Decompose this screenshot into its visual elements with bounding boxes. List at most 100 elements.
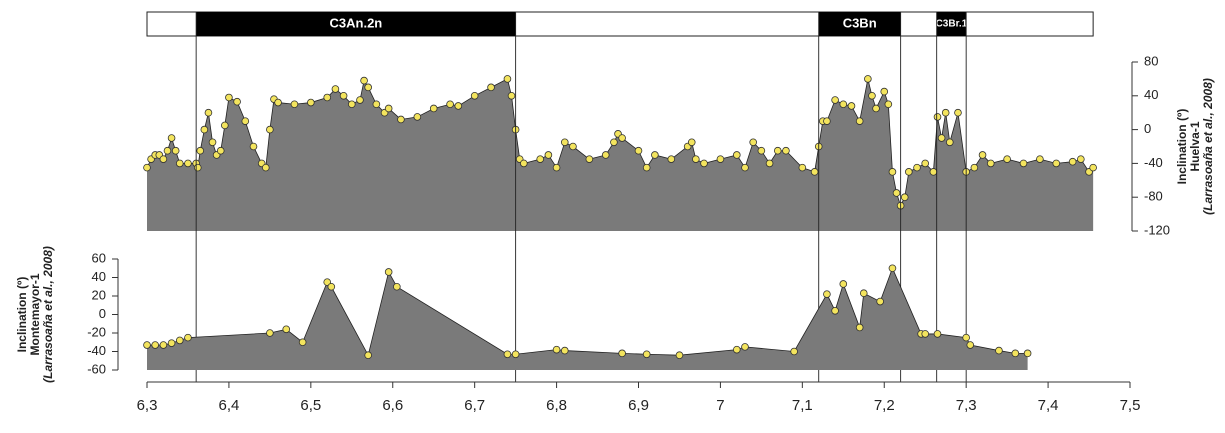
data-point: [692, 155, 700, 163]
data-point: [552, 345, 561, 354]
x-tick-label: 6,8: [546, 397, 567, 414]
data-point: [1068, 157, 1077, 166]
x-tick-label: 6,9: [628, 397, 649, 414]
data-point: [831, 306, 839, 315]
chron-block: [818, 12, 901, 36]
y-tick-label: -40: [1144, 155, 1163, 170]
data-point: [151, 341, 159, 349]
data-point: [954, 108, 962, 117]
data-point: [143, 163, 151, 172]
y-tick-label: -120: [1144, 222, 1170, 237]
data-point: [978, 151, 987, 159]
data-point: [610, 138, 618, 147]
data-point: [986, 159, 995, 168]
data-point: [876, 297, 884, 306]
data-point: [331, 85, 340, 93]
chron-block: [196, 12, 516, 36]
y-axis-label-line: Inclination (º): [15, 277, 29, 353]
x-tick-label: 6,5: [300, 397, 321, 414]
data-point: [642, 350, 651, 359]
x-tick-label: 6,7: [464, 397, 485, 414]
data-point: [175, 159, 184, 168]
data-point: [892, 189, 901, 197]
data-point: [732, 151, 741, 159]
data-point: [196, 146, 205, 155]
data-point: [184, 333, 192, 342]
data-point: [933, 113, 942, 121]
data-point: [347, 100, 356, 109]
data-point: [995, 346, 1003, 355]
y-axis-label: Inclination (º)Montemayor-1(Larrasoaña e…: [15, 246, 55, 383]
data-point: [618, 134, 626, 142]
data-point: [163, 146, 172, 155]
y-axis-label-line: Huelva-1: [1188, 121, 1202, 171]
data-point: [855, 117, 864, 125]
data-point: [741, 163, 749, 172]
data-point: [929, 168, 938, 176]
data-point: [266, 329, 274, 337]
data-point: [487, 83, 495, 92]
y-axis-label-line: (Larrasoaña et al., 2008): [41, 246, 55, 383]
data-point: [1077, 155, 1085, 163]
data-point: [921, 159, 930, 168]
data-point: [266, 125, 274, 134]
data-point: [900, 193, 909, 202]
data-point: [1036, 155, 1044, 163]
data-point: [327, 282, 336, 291]
y-tick-label: 20: [92, 287, 106, 302]
data-point: [536, 155, 544, 163]
x-tick-label: 7,3: [956, 397, 977, 414]
data-point: [864, 75, 872, 83]
chron-block: [936, 12, 967, 36]
data-point: [298, 338, 307, 347]
data-point: [716, 155, 725, 163]
data-point: [1011, 349, 1020, 358]
data-point: [552, 163, 561, 172]
data-point: [937, 134, 946, 142]
data-point: [884, 100, 893, 109]
data-point: [208, 138, 217, 147]
data-point: [773, 146, 782, 155]
data-point: [1052, 159, 1061, 168]
data-point: [839, 280, 848, 288]
data-point: [372, 100, 381, 109]
data-point: [945, 138, 954, 147]
data-point: [307, 98, 315, 107]
y-tick-label: -40: [87, 343, 106, 358]
data-point: [193, 163, 202, 172]
data-point: [560, 346, 569, 355]
y-tick-label: -20: [87, 324, 106, 339]
data-point: [413, 113, 422, 121]
data-point: [470, 92, 479, 100]
data-point: [880, 87, 889, 96]
data-point: [732, 345, 741, 354]
data-point: [790, 347, 798, 356]
data-point: [159, 155, 168, 163]
data-point: [339, 92, 348, 100]
x-tick-label: 6,3: [137, 397, 158, 414]
x-tick-label: 7,4: [1038, 397, 1059, 414]
data-point: [1003, 155, 1011, 163]
data-point: [831, 96, 839, 104]
data-point: [274, 98, 282, 107]
data-point: [323, 93, 332, 102]
data-point: [966, 341, 975, 349]
data-point: [765, 159, 774, 168]
data-point: [642, 163, 651, 172]
data-point: [585, 155, 594, 163]
data-point: [601, 151, 610, 159]
data-point: [503, 75, 512, 83]
data-point: [507, 92, 516, 100]
data-point: [167, 134, 176, 142]
data-point: [913, 163, 921, 172]
data-point: [393, 282, 401, 291]
data-point: [159, 341, 168, 349]
y-axis-label: Inclination (º)Huelva-1(Larrasoaña et al…: [1175, 78, 1215, 215]
data-point: [847, 102, 856, 110]
data-point: [855, 323, 864, 332]
y-tick-label: -80: [1144, 189, 1163, 204]
x-tick-label: 7,2: [874, 397, 895, 414]
data-point: [520, 159, 528, 168]
data-point: [933, 330, 942, 338]
